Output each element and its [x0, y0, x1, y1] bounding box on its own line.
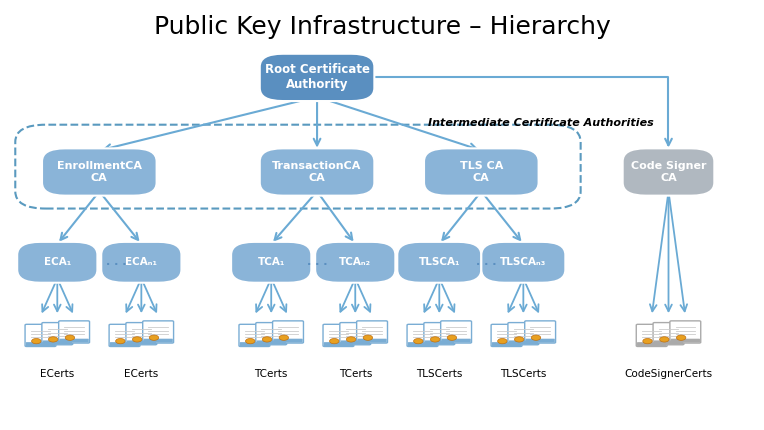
FancyBboxPatch shape	[110, 342, 139, 346]
Text: TCerts: TCerts	[254, 369, 288, 379]
FancyBboxPatch shape	[441, 321, 471, 343]
FancyBboxPatch shape	[408, 342, 437, 346]
FancyBboxPatch shape	[239, 324, 270, 347]
FancyBboxPatch shape	[59, 321, 89, 343]
FancyBboxPatch shape	[442, 339, 471, 343]
Text: TCerts: TCerts	[338, 369, 372, 379]
Circle shape	[31, 338, 41, 344]
Text: CodeSignerCerts: CodeSignerCerts	[624, 369, 713, 379]
FancyBboxPatch shape	[109, 324, 140, 347]
Circle shape	[279, 335, 289, 340]
Circle shape	[531, 335, 541, 340]
FancyBboxPatch shape	[424, 148, 539, 196]
FancyBboxPatch shape	[143, 321, 173, 343]
Text: Code Signer
CA: Code Signer CA	[631, 161, 706, 183]
Text: . . .: . . .	[307, 257, 327, 267]
Text: TLSCA₁: TLSCA₁	[419, 257, 460, 267]
Circle shape	[497, 338, 507, 344]
Circle shape	[65, 335, 75, 340]
Circle shape	[363, 335, 373, 340]
Circle shape	[132, 337, 142, 342]
FancyBboxPatch shape	[324, 342, 353, 346]
FancyBboxPatch shape	[670, 321, 701, 343]
Text: TLSCAₙ₃: TLSCAₙ₃	[500, 257, 546, 267]
FancyBboxPatch shape	[636, 324, 667, 347]
FancyBboxPatch shape	[17, 242, 97, 283]
Circle shape	[115, 338, 125, 344]
Circle shape	[149, 335, 159, 340]
FancyBboxPatch shape	[424, 322, 455, 345]
FancyBboxPatch shape	[25, 324, 56, 347]
FancyBboxPatch shape	[323, 324, 354, 347]
FancyBboxPatch shape	[43, 341, 72, 344]
FancyBboxPatch shape	[256, 322, 286, 345]
Circle shape	[346, 337, 356, 342]
Text: TLSCerts: TLSCerts	[416, 369, 462, 379]
FancyBboxPatch shape	[623, 148, 714, 196]
FancyBboxPatch shape	[526, 339, 555, 343]
Circle shape	[514, 337, 524, 342]
Text: ECA₁: ECA₁	[44, 257, 71, 267]
Text: . . .: . . .	[106, 257, 127, 267]
Text: Public Key Infrastructure – Hierarchy: Public Key Infrastructure – Hierarchy	[154, 15, 610, 39]
FancyBboxPatch shape	[340, 322, 371, 345]
Text: TransactionCA
CA: TransactionCA CA	[273, 161, 361, 183]
FancyBboxPatch shape	[127, 341, 156, 344]
Circle shape	[413, 338, 423, 344]
FancyBboxPatch shape	[60, 339, 89, 343]
Circle shape	[447, 335, 457, 340]
FancyBboxPatch shape	[407, 324, 438, 347]
Text: TLSCerts: TLSCerts	[500, 369, 546, 379]
FancyBboxPatch shape	[126, 322, 157, 345]
Circle shape	[245, 338, 255, 344]
FancyBboxPatch shape	[315, 242, 396, 283]
FancyBboxPatch shape	[425, 341, 454, 344]
Text: ECerts: ECerts	[125, 369, 158, 379]
FancyBboxPatch shape	[260, 148, 374, 196]
Circle shape	[48, 337, 58, 342]
Text: TCA₁: TCA₁	[257, 257, 285, 267]
Circle shape	[659, 337, 669, 342]
FancyBboxPatch shape	[101, 242, 181, 283]
FancyBboxPatch shape	[273, 321, 303, 343]
Text: ECAₙ₁: ECAₙ₁	[125, 257, 157, 267]
Circle shape	[262, 337, 272, 342]
Circle shape	[676, 335, 686, 340]
FancyBboxPatch shape	[671, 339, 700, 343]
FancyBboxPatch shape	[358, 339, 387, 343]
FancyBboxPatch shape	[509, 341, 538, 344]
FancyBboxPatch shape	[491, 324, 522, 347]
FancyBboxPatch shape	[260, 54, 374, 101]
Text: TLS CA
CA: TLS CA CA	[460, 161, 503, 183]
FancyBboxPatch shape	[231, 242, 311, 283]
FancyBboxPatch shape	[637, 342, 666, 346]
Text: EnrollmentCA
CA: EnrollmentCA CA	[57, 161, 142, 183]
FancyBboxPatch shape	[274, 339, 303, 343]
Text: ECerts: ECerts	[40, 369, 74, 379]
FancyBboxPatch shape	[525, 321, 555, 343]
FancyBboxPatch shape	[42, 148, 157, 196]
FancyBboxPatch shape	[42, 322, 73, 345]
FancyBboxPatch shape	[26, 342, 55, 346]
Circle shape	[430, 337, 440, 342]
FancyBboxPatch shape	[397, 242, 481, 283]
Text: TCAₙ₂: TCAₙ₂	[339, 257, 371, 267]
FancyBboxPatch shape	[240, 342, 269, 346]
Text: Root Certificate
Authority: Root Certificate Authority	[264, 63, 370, 92]
FancyBboxPatch shape	[257, 341, 286, 344]
FancyBboxPatch shape	[508, 322, 539, 345]
Text: Intermediate Certificate Authorities: Intermediate Certificate Authorities	[428, 117, 653, 128]
FancyBboxPatch shape	[144, 339, 173, 343]
FancyBboxPatch shape	[341, 341, 370, 344]
FancyBboxPatch shape	[654, 341, 683, 344]
FancyBboxPatch shape	[481, 242, 565, 283]
FancyBboxPatch shape	[357, 321, 387, 343]
Text: . . .: . . .	[476, 257, 497, 267]
Circle shape	[643, 338, 652, 344]
FancyBboxPatch shape	[653, 322, 684, 345]
FancyBboxPatch shape	[492, 342, 521, 346]
Circle shape	[329, 338, 339, 344]
